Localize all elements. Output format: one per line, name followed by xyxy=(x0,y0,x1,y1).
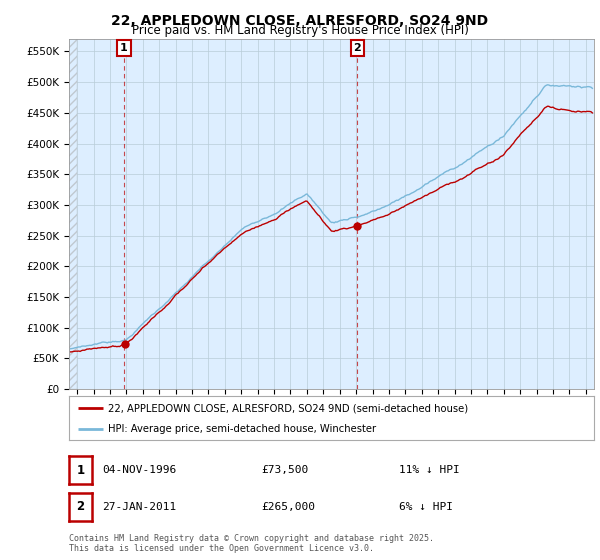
Text: HPI: Average price, semi-detached house, Winchester: HPI: Average price, semi-detached house,… xyxy=(109,424,377,433)
Text: 6% ↓ HPI: 6% ↓ HPI xyxy=(399,502,453,512)
Text: 22, APPLEDOWN CLOSE, ALRESFORD, SO24 9ND (semi-detached house): 22, APPLEDOWN CLOSE, ALRESFORD, SO24 9ND… xyxy=(109,403,469,413)
Text: 2: 2 xyxy=(353,43,361,53)
Text: £265,000: £265,000 xyxy=(261,502,315,512)
Text: 1: 1 xyxy=(76,464,85,477)
Text: Price paid vs. HM Land Registry's House Price Index (HPI): Price paid vs. HM Land Registry's House … xyxy=(131,24,469,37)
Text: 11% ↓ HPI: 11% ↓ HPI xyxy=(399,465,460,475)
Bar xyxy=(69,39,77,389)
Text: Contains HM Land Registry data © Crown copyright and database right 2025.
This d: Contains HM Land Registry data © Crown c… xyxy=(69,534,434,553)
Text: £73,500: £73,500 xyxy=(261,465,308,475)
Text: 22, APPLEDOWN CLOSE, ALRESFORD, SO24 9ND: 22, APPLEDOWN CLOSE, ALRESFORD, SO24 9ND xyxy=(112,14,488,28)
Text: 04-NOV-1996: 04-NOV-1996 xyxy=(103,465,177,475)
Text: 2: 2 xyxy=(76,500,85,514)
Text: 27-JAN-2011: 27-JAN-2011 xyxy=(103,502,177,512)
Text: 1: 1 xyxy=(120,43,128,53)
